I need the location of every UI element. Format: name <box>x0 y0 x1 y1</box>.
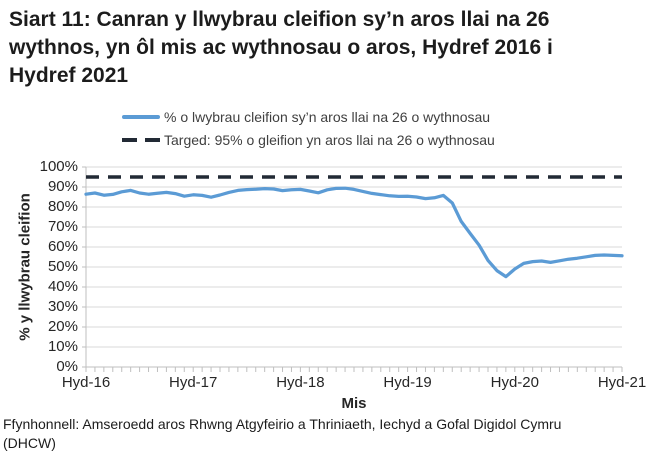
legend-target-label: Targed: 95% o gleifion yn aros llai na 2… <box>164 132 495 148</box>
legend-item-target: Targed: 95% o gleifion yn aros llai na 2… <box>116 130 495 150</box>
y-axis-tick-label: 80% <box>47 198 78 215</box>
chart-title: Siart 11: Canran y llwybrau cleifion sy’… <box>9 6 654 90</box>
source-note-line-1: Ffynhonnell: Amseroedd aros Rhwng Atgyfe… <box>3 416 562 432</box>
legend: % o lwybrau cleifion sy’n aros llai na 2… <box>116 107 495 150</box>
y-axis-tick-label: 30% <box>47 298 78 315</box>
plot-area-svg <box>82 166 624 372</box>
x-axis-tick-label: Hyd-19 <box>383 374 432 391</box>
series-line <box>84 186 624 279</box>
source-note: Ffynhonnell: Amseroedd aros Rhwng Atgyfe… <box>3 415 655 453</box>
target-dash-swatch-icon <box>116 138 160 142</box>
y-axis-tick-label: 100% <box>39 158 78 175</box>
chart-title-line-2: wythnos, yn ôl mis ac wythnosau o aros, … <box>9 36 553 59</box>
series-line-swatch-icon <box>116 115 160 119</box>
legend-item-series: % o lwybrau cleifion sy’n aros llai na 2… <box>116 107 495 127</box>
y-axis-tick-label: 50% <box>47 258 78 275</box>
chart-title-line-1: Siart 11: Canran y llwybrau cleifion sy’… <box>9 8 550 31</box>
x-axis-tick-label: Hyd-20 <box>490 374 539 391</box>
y-axis-tick-label: 70% <box>47 218 78 235</box>
y-axis-tick-label: 20% <box>47 318 78 335</box>
x-axis-tick-label: Hyd-18 <box>276 374 325 391</box>
y-axis-tick-label: 40% <box>47 278 78 295</box>
source-note-line-2: (DHCW) <box>3 435 56 451</box>
x-axis-tick-label: Hyd-17 <box>169 374 218 391</box>
x-axis-title: Mis <box>341 395 367 412</box>
x-axis-tick-label: Hyd-16 <box>61 374 111 391</box>
legend-series-label: % o lwybrau cleifion sy’n aros llai na 2… <box>164 109 491 125</box>
y-axis-tick-label: 90% <box>47 178 78 195</box>
y-axis-tick-label: 0% <box>56 358 78 375</box>
chart-title-line-3: Hydref 2021 <box>9 64 129 87</box>
y-axis-tick-label: 10% <box>47 338 78 355</box>
x-axis-tick-label: Hyd-21 <box>597 374 647 391</box>
y-axis-tick-label: 60% <box>47 238 78 255</box>
